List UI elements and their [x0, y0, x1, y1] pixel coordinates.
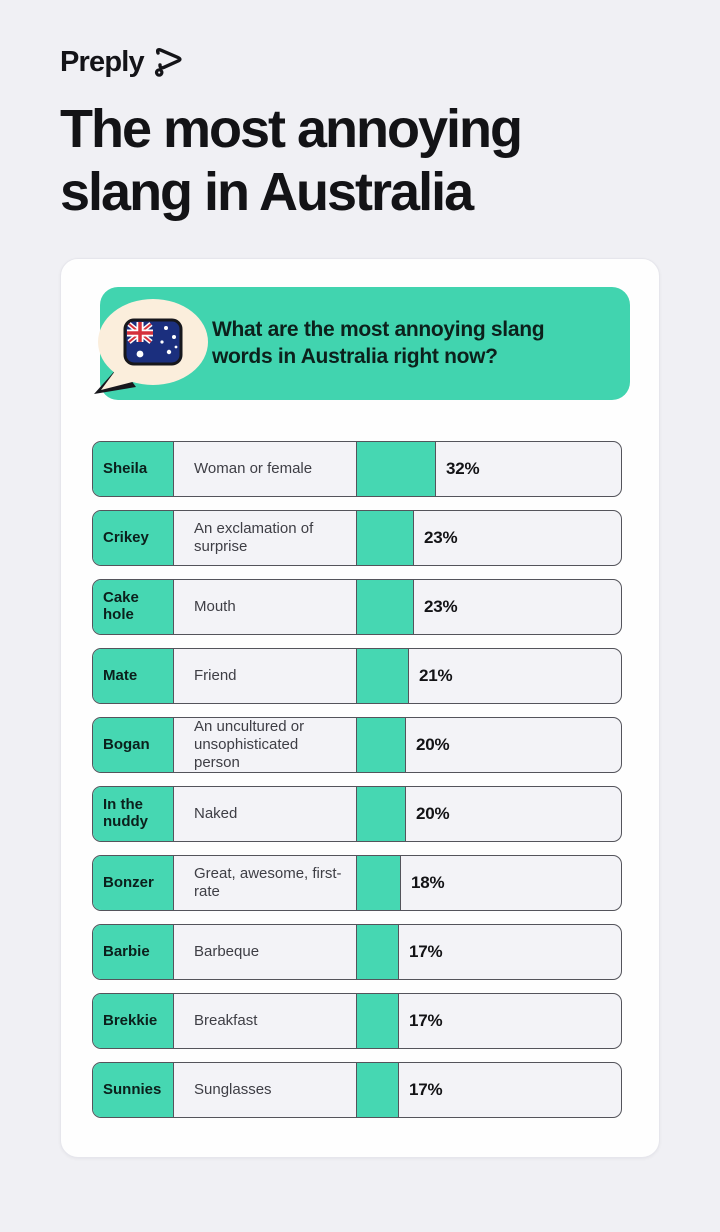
slang-definition: Great, awesome, first-rate	[194, 865, 342, 900]
percentage-bar	[356, 925, 399, 979]
slang-definition: Woman or female	[194, 460, 313, 478]
page-title-line2: slang in Australia	[60, 161, 474, 222]
percentage-bar	[356, 511, 414, 565]
slang-row: Crikey An exclamation of surprise 23%	[92, 510, 622, 566]
slang-row: Bonzer Great, awesome, first-rate 18%	[92, 855, 622, 911]
slang-row: Sheila Woman or female 32%	[92, 441, 622, 497]
percentage-bar	[356, 1063, 399, 1117]
preply-speech-arrow-icon	[154, 48, 182, 77]
page-title: The most annoying slang in Australia	[60, 98, 660, 223]
percentage-label: 20%	[416, 804, 450, 823]
australia-flag-icon	[123, 318, 183, 366]
percentage-label: 23%	[424, 597, 458, 616]
percentage-bar	[356, 856, 401, 910]
slang-definition: Breakfast	[194, 1012, 258, 1030]
slang-word: Bogan	[93, 718, 174, 772]
slang-row: Bogan An uncultured or unsophisticated p…	[92, 717, 622, 773]
infographic-card: What are the most annoying slang words i…	[60, 258, 660, 1158]
percentage-bar	[356, 787, 406, 841]
slang-word: Bonzer	[93, 856, 174, 910]
percentage-label: 23%	[424, 528, 458, 547]
brand-name: Preply	[60, 45, 145, 78]
slang-word: Sheila	[93, 442, 174, 496]
slang-definition: An uncultured or unsophisticated person	[194, 718, 305, 771]
slang-definition: Barbeque	[194, 943, 260, 961]
slang-word: Brekkie	[93, 994, 174, 1048]
percentage-bar	[356, 718, 406, 772]
percentage-bar	[356, 442, 436, 496]
percentage-bar	[356, 649, 409, 703]
slang-word: Sunnies	[93, 1063, 174, 1117]
slang-row: In the nuddy Naked 20%	[92, 786, 622, 842]
slang-word: Mate	[93, 649, 174, 703]
slang-row: Barbie Barbeque 17%	[92, 924, 622, 980]
slang-rows: Sheila Woman or female 32% Crikey An exc…	[92, 441, 622, 1118]
slang-row: Sunnies Sunglasses 17%	[92, 1062, 622, 1118]
question-banner: What are the most annoying slang words i…	[94, 287, 630, 400]
percentage-label: 17%	[409, 1011, 443, 1030]
speech-bubble-icon	[94, 299, 208, 394]
question-line1: What are the most annoying slang	[212, 318, 545, 342]
slang-word: Crikey	[93, 511, 174, 565]
slang-word: In the nuddy	[93, 787, 174, 841]
percentage-label: 20%	[416, 735, 450, 754]
slang-row: Brekkie Breakfast 17%	[92, 993, 622, 1049]
slang-word: Barbie	[93, 925, 174, 979]
slang-definition: Friend	[194, 667, 237, 685]
percentage-bar	[356, 580, 414, 634]
percentage-label: 32%	[446, 459, 480, 478]
slang-definition: Naked	[194, 805, 238, 823]
question-text: What are the most annoying slang words i…	[212, 287, 617, 400]
slang-definition: An exclamation of surprise	[194, 520, 314, 555]
percentage-bar	[356, 994, 399, 1048]
page-title-line1: The most annoying	[60, 99, 523, 159]
slang-row: Mate Friend 21%	[92, 648, 622, 704]
question-line2: words in Australia right now?	[212, 344, 498, 368]
percentage-label: 18%	[411, 873, 445, 892]
percentage-label: 17%	[409, 1080, 443, 1099]
slang-row: Cake hole Mouth 23%	[92, 579, 622, 635]
slang-word: Cake hole	[93, 580, 174, 634]
slang-definition: Sunglasses	[194, 1081, 272, 1099]
brand-logo: Preply	[60, 42, 186, 82]
slang-definition: Mouth	[194, 598, 236, 616]
percentage-label: 21%	[419, 666, 453, 685]
percentage-label: 17%	[409, 942, 443, 961]
